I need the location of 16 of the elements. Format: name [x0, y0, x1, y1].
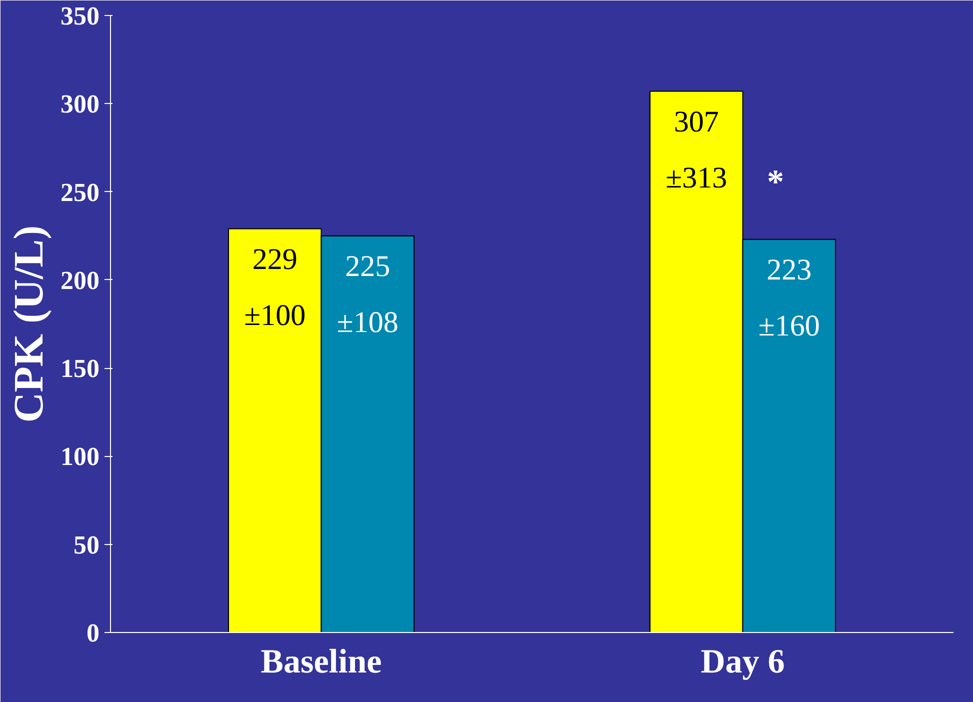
y-tick-label: 300	[60, 90, 100, 119]
y-tick-label: 350	[60, 2, 100, 30]
x-tick-label: Day 6	[700, 644, 785, 680]
y-tick-label: 100	[60, 442, 100, 472]
data-label: 223 ±160	[758, 253, 820, 343]
data-label: 229 ±100	[244, 242, 306, 332]
y-tick-label: 250	[60, 178, 100, 207]
annotation: *	[767, 164, 784, 201]
x-tick-label: Baseline	[260, 644, 382, 680]
data-label: 225 ±108	[336, 250, 398, 340]
y-tick-label: 150	[60, 354, 100, 384]
y-tick-label: 50	[74, 530, 100, 560]
y-tick-label: 200	[60, 266, 100, 295]
y-tick-label: 0	[86, 618, 100, 648]
y-axis-title: CPK (U/L)	[6, 225, 52, 423]
data-label: 307 ±313	[666, 105, 728, 195]
